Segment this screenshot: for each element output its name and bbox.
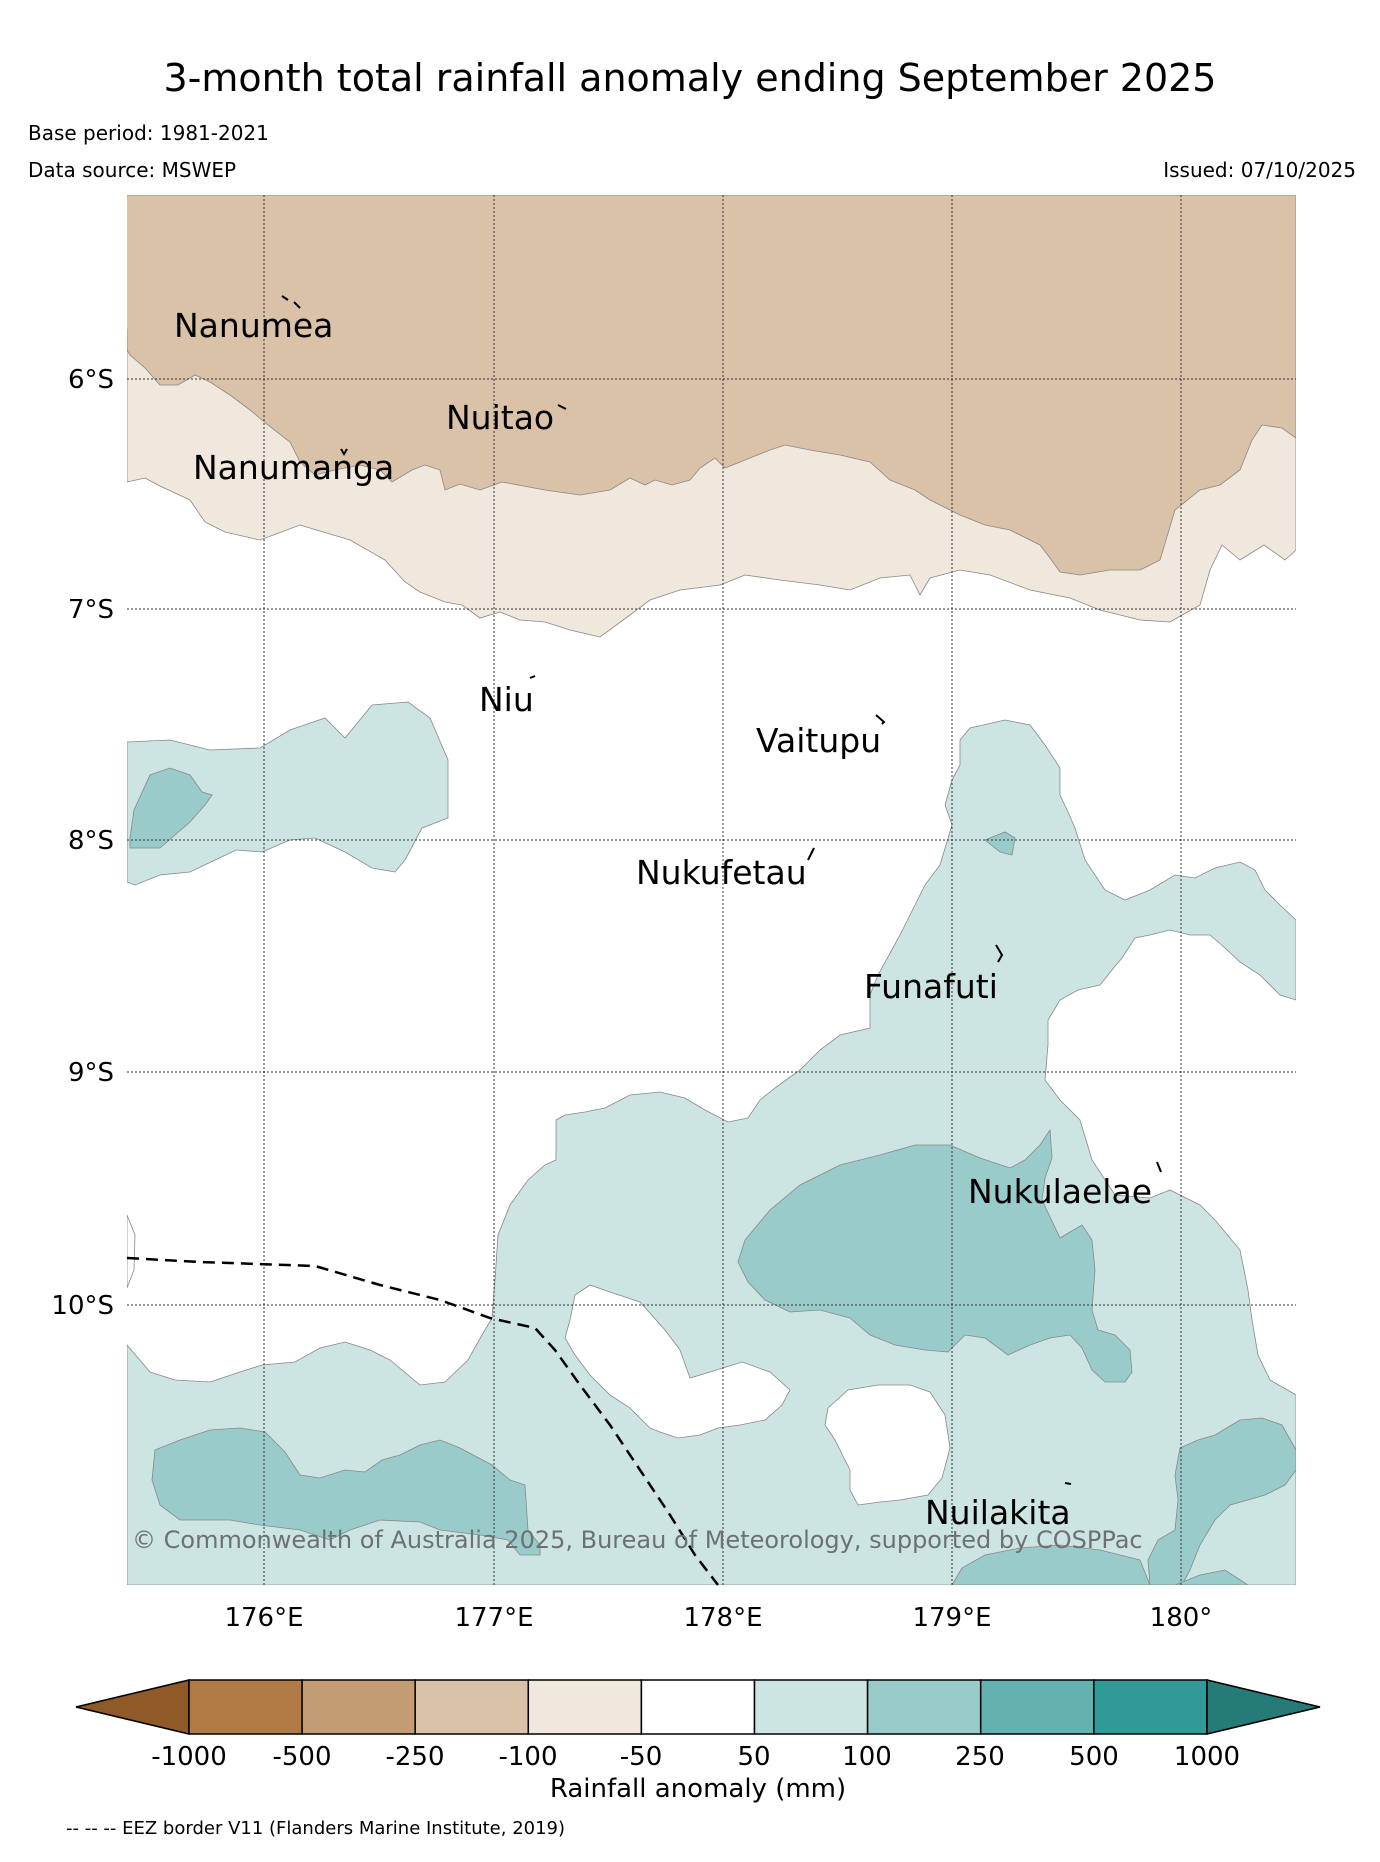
chart-title: 3-month total rainfall anomaly ending Se… bbox=[163, 56, 1217, 100]
colorbar-cell bbox=[414, 1679, 530, 1735]
anomaly-zone-near-normal-hole-2 bbox=[824, 1384, 951, 1506]
nukulaelae-island bbox=[1156, 1161, 1162, 1173]
colorbar-cells bbox=[188, 1679, 1208, 1735]
eez-footnote: -- -- -- EEZ border V11 (Flanders Marine… bbox=[66, 1818, 566, 1839]
lon-tick: 176°E bbox=[224, 1603, 303, 1633]
nuilakita-island bbox=[1064, 1482, 1072, 1485]
nukufetau-island bbox=[807, 847, 815, 861]
nuitao-island bbox=[557, 404, 567, 410]
data-source: Data source: MSWEP bbox=[28, 158, 237, 182]
eez-border bbox=[126, 1256, 719, 1586]
colorbar-tick: 250 bbox=[955, 1742, 1005, 1772]
island-label-funafuti: Funafuti bbox=[864, 967, 998, 1006]
anomaly-zone-tan-left bbox=[127, 195, 142, 330]
gridlines bbox=[127, 195, 1296, 1585]
colorbar-tick: 50 bbox=[737, 1742, 770, 1772]
island-label-vaitupu: Vaitupu bbox=[756, 721, 881, 760]
lon-tick: 180° bbox=[1150, 1603, 1213, 1633]
anomaly-zone-light-teal-south bbox=[127, 719, 1296, 1585]
base-period: Base period: 1981-2021 bbox=[28, 121, 269, 145]
islands bbox=[281, 295, 1162, 1485]
island-label-nanumea: Nanumea bbox=[174, 306, 333, 345]
niu-island bbox=[529, 675, 536, 679]
colorbar-cell bbox=[1093, 1679, 1208, 1735]
colorbar-tick: -1000 bbox=[151, 1742, 227, 1772]
lat-tick: 6°S bbox=[68, 365, 114, 395]
axis-labels: 176°E 177°E 178°E 179°E 180° 6°S 7°S 8°S… bbox=[51, 365, 1212, 1633]
colorbar-extend-low bbox=[75, 1679, 190, 1735]
island-label-nukufetau: Nukufetau bbox=[636, 853, 807, 892]
lon-tick: 177°E bbox=[454, 1603, 533, 1633]
anomaly-zone-teal-southwest bbox=[151, 1427, 541, 1556]
colorbar-extend-high bbox=[1206, 1679, 1321, 1735]
vaitupu-island bbox=[875, 714, 886, 725]
colorbar-tick: -250 bbox=[385, 1742, 444, 1772]
island-label-nanumanga: Nanumanga bbox=[193, 448, 394, 487]
island-label-nuilakita: Nuilakita bbox=[925, 1493, 1071, 1532]
colorbar-tick: 100 bbox=[842, 1742, 892, 1772]
colorbar-tick: -50 bbox=[620, 1742, 662, 1772]
colorbar-tick: -500 bbox=[272, 1742, 331, 1772]
colorbar-cell bbox=[979, 1679, 1095, 1735]
colorbar-cell bbox=[188, 1679, 303, 1735]
anomaly-zone-teal-south-bottom bbox=[951, 1544, 1151, 1585]
anomaly-zone-teal-corner bbox=[1174, 1569, 1249, 1585]
colorbar-title: Rainfall anomaly (mm) bbox=[550, 1774, 846, 1804]
island-label-niu: Niu bbox=[479, 680, 534, 719]
anomaly-zone-teal-spot bbox=[984, 831, 1016, 856]
lat-tick: 10°S bbox=[51, 1291, 114, 1321]
anomaly-zone-light-teal-west bbox=[127, 701, 449, 886]
copyright-text: © Commonwealth of Australia 2025, Bureau… bbox=[132, 1526, 1143, 1554]
colorbar-cell bbox=[866, 1679, 982, 1735]
colorbar-tick: -100 bbox=[498, 1742, 557, 1772]
lon-tick: 179°E bbox=[912, 1603, 991, 1633]
anomaly-zone-near-normal-hole-1 bbox=[564, 1284, 791, 1439]
lat-tick: 7°S bbox=[68, 595, 114, 625]
colorbar-cell bbox=[527, 1679, 643, 1735]
colorbar-cell bbox=[753, 1679, 869, 1735]
funafuti-island bbox=[995, 944, 1004, 963]
nanumanga-island bbox=[340, 448, 348, 456]
anomaly-zone-teal-southeast bbox=[1147, 1417, 1296, 1585]
map-area bbox=[127, 195, 1296, 1585]
lat-tick: 9°S bbox=[68, 1058, 114, 1088]
anomaly-zone-teal-west bbox=[129, 767, 213, 849]
island-label-nuitao: Nuitao bbox=[446, 398, 554, 437]
colorbar-cell bbox=[301, 1679, 416, 1735]
colorbar-cell bbox=[640, 1679, 756, 1735]
colorbar-tick: 500 bbox=[1069, 1742, 1119, 1772]
anomaly-zone-tan bbox=[127, 195, 1296, 576]
anomaly-zone-teal-central bbox=[737, 1128, 1133, 1383]
colorbar-tick: 1000 bbox=[1174, 1742, 1240, 1772]
colorbar: -1000 -500 -250 -100 -50 50 100 250 500 … bbox=[75, 1679, 1321, 1804]
island-label-nukulaelae: Nukulaelae bbox=[968, 1172, 1152, 1211]
nanumea-island bbox=[281, 295, 301, 309]
island-labels: Nanumea Nuitao Nanumanga Niu Vaitupu Nuk… bbox=[174, 306, 1152, 1532]
lon-tick: 178°E bbox=[683, 1603, 762, 1633]
lat-tick: 8°S bbox=[68, 826, 114, 856]
issued-date: Issued: 07/10/2025 bbox=[1163, 158, 1356, 182]
anomaly-zone-near-normal-sliver bbox=[127, 1214, 136, 1289]
